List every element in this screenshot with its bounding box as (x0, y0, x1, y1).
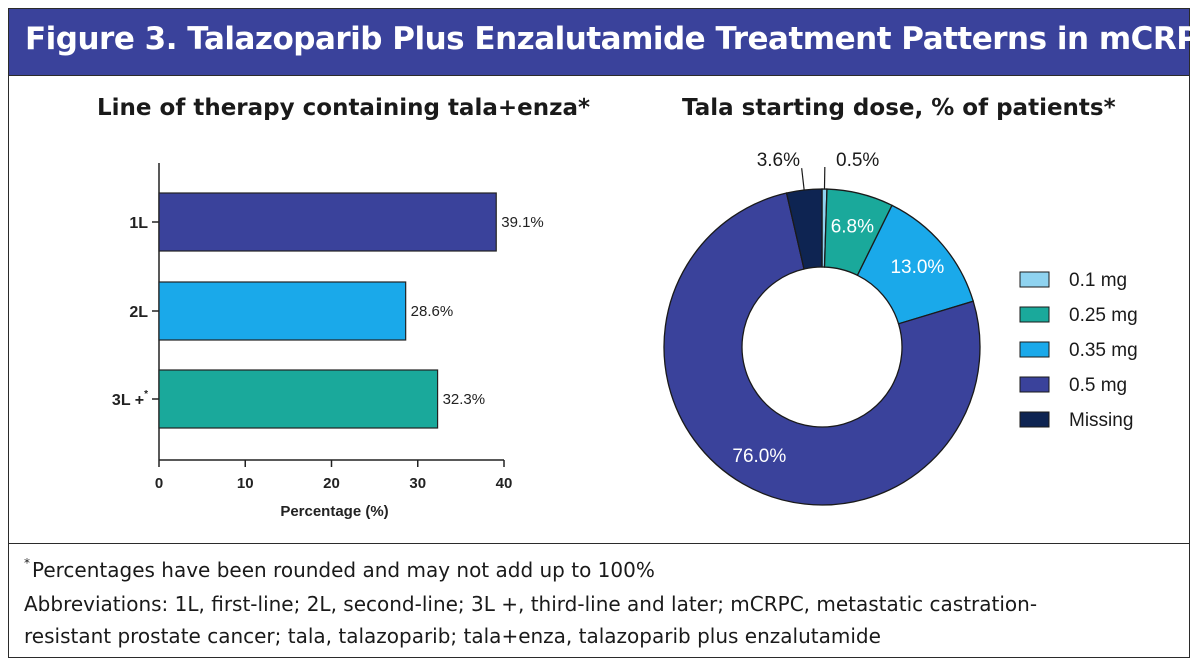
bar-value-label: 32.3% (443, 391, 486, 408)
footnote-asterisk: * (24, 556, 30, 571)
legend-label: 0.1 mg (1069, 270, 1127, 291)
legend-label: Missing (1069, 410, 1133, 431)
donut-slice-missing (785, 188, 823, 270)
bar-value-label: 28.6% (411, 303, 454, 320)
footnote-rounding-text: Percentages have been rounded and may no… (32, 558, 655, 582)
legend-label: 0.25 mg (1069, 305, 1138, 326)
bar-x-tick-label: 30 (409, 475, 426, 492)
donut-slice-0-5-mg (663, 192, 981, 506)
legend-swatch (1019, 341, 1050, 358)
legend-swatch (1019, 306, 1050, 323)
donut-slice-label: 6.8% (831, 217, 874, 238)
legend-label: 0.5 mg (1069, 375, 1127, 396)
donut-slice-label: 13.0% (890, 257, 944, 278)
bar-x-tick-label: 40 (496, 475, 513, 492)
legend-label: 0.35 mg (1069, 340, 1138, 361)
bar-2l (158, 281, 407, 341)
donut-slice-label: 3.6% (757, 150, 800, 171)
legend-swatch (1019, 376, 1050, 393)
donut-chart: 6.8% 13.0% 76.0% 0.5% 3.6% 0.1 mg 0.25 mg 0.35 … (663, 150, 1138, 506)
bar-category-text: 1L (129, 215, 148, 232)
donut-chart-title: Tala starting dose, % of patients* (682, 95, 1116, 121)
figure-title: Figure 3. Talazoparib Plus Enzalutamide … (25, 21, 1200, 57)
figure-title-bar: Figure 3. Talazoparib Plus Enzalutamide … (8, 8, 1200, 76)
donut-slice-label: 0.5% (836, 150, 879, 171)
donut-leader-line (801, 168, 805, 191)
bar-value-label: 39.1% (501, 214, 544, 231)
bar-category-text: 3L + (112, 392, 144, 409)
bar-x-tick-label: 10 (237, 475, 254, 492)
footnote-abbreviations-line2: resistant prostate cancer; tala, talazop… (24, 624, 881, 648)
bar-x-tick-label: 0 (155, 475, 163, 492)
bar-category-label: 1L (129, 215, 148, 232)
bar-category-mark: * (144, 389, 148, 400)
bar-x-tick-label: 20 (323, 475, 340, 492)
bar-3l (158, 369, 439, 429)
footer-divider (8, 543, 1190, 544)
footnote-rounding: * Percentages have been rounded and may n… (24, 556, 655, 582)
legend-swatch (1019, 271, 1050, 288)
bar-chart-title: Line of therapy containing tala+enza* (97, 95, 591, 121)
donut-slice-label: 76.0% (732, 446, 786, 467)
footnote-abbreviations-line1: Abbreviations: 1L, first-line; 2L, secon… (24, 592, 1038, 616)
bar-category-label: 2L (129, 304, 148, 321)
legend-swatch (1019, 411, 1050, 428)
bar-chart: 0 10 20 30 40 Percentage (%) 1L 39.1% 2L 28.6% 3L … (112, 163, 544, 520)
bar-category-label: 3L +* (112, 389, 148, 409)
bar-x-axis-label: Percentage (%) (280, 503, 388, 520)
bar-category-text: 2L (129, 304, 148, 321)
